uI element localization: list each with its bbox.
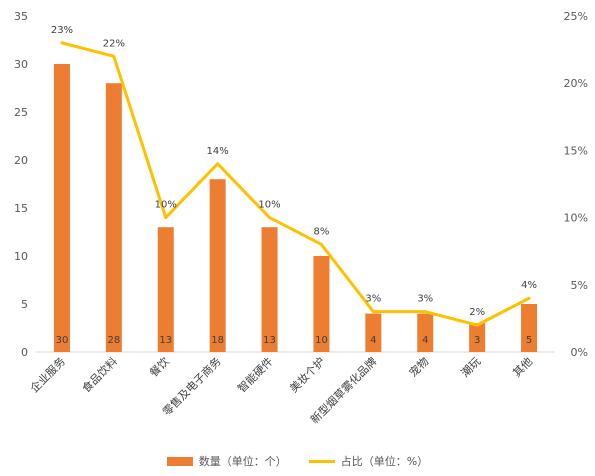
- left-axis: 0 5 10 15 20 25 30 35: [14, 10, 28, 359]
- line-path: [61, 41, 530, 327]
- line-label-7: 3%: [417, 294, 433, 305]
- left-tick-label-1: 5: [21, 298, 28, 311]
- bar-series: [53, 64, 538, 352]
- bar-label-8: 3: [474, 335, 480, 346]
- line-point-9: [527, 296, 531, 300]
- bar-label-0: 30: [56, 335, 69, 346]
- right-tick-label-2: 10%: [564, 212, 588, 225]
- legend-item-bar: 数量（单位：个）: [166, 453, 287, 469]
- line-label-2: 10%: [155, 200, 177, 211]
- left-tick-label-5: 25: [14, 106, 28, 119]
- category-label-7: 宠物: [406, 354, 431, 379]
- category-label-1: 食品饮料: [79, 354, 120, 395]
- bar-label-1: 28: [107, 335, 120, 346]
- right-axis: 0% 5% 10% 15% 20% 25%: [564, 10, 588, 359]
- left-tick-label-2: 10: [14, 250, 28, 263]
- line-point-2: [164, 216, 168, 220]
- legend-label-line: 占比（单位：%）: [340, 455, 429, 468]
- bar-label-5: 10: [315, 335, 328, 346]
- bar-4: [261, 227, 278, 352]
- bar-label-9: 5: [526, 335, 532, 346]
- legend: 数量（单位：个） 占比（单位：%）: [0, 450, 595, 472]
- legend-item-line: 占比（单位：%）: [308, 453, 429, 469]
- bar-1: [105, 83, 122, 352]
- legend-label-bar: 数量（单位：个）: [198, 455, 287, 468]
- line-label-8: 2%: [469, 307, 485, 318]
- line-label-6: 3%: [365, 294, 381, 305]
- bar-label-4: 13: [263, 335, 276, 346]
- right-tick-label-0: 0%: [571, 346, 588, 359]
- left-tick-label-7: 35: [14, 10, 28, 23]
- line-point-7: [423, 310, 427, 314]
- line-point-3: [216, 162, 220, 166]
- bar-label-3: 18: [211, 335, 224, 346]
- bar-label-7: 4: [422, 335, 428, 346]
- bar-label-2: 13: [159, 335, 172, 346]
- line-series: [60, 41, 531, 327]
- line-point-4: [268, 216, 272, 220]
- left-tick-label-3: 15: [14, 202, 28, 215]
- bar-data-labels: 30 28 13 18 13 10 4 4 3 5: [56, 335, 533, 346]
- line-point-5: [319, 242, 323, 246]
- category-label-4: 智能硬件: [235, 354, 276, 395]
- line-point-1: [112, 54, 116, 58]
- left-tick-label-4: 20: [14, 154, 28, 167]
- right-tick-label-5: 25%: [564, 10, 588, 23]
- line-data-labels: 23% 22% 10% 14% 10% 8% 3% 3% 2% 4%: [51, 25, 537, 318]
- line-label-9: 4%: [521, 280, 537, 291]
- bar-6: [365, 313, 382, 352]
- right-tick-label-1: 5%: [571, 279, 588, 292]
- bar-label-6: 4: [370, 335, 376, 346]
- left-tick-label-0: 0: [21, 346, 28, 359]
- line-point-8: [475, 323, 479, 327]
- category-label-0: 企业服务: [27, 354, 68, 395]
- bar-0: [53, 64, 70, 352]
- legend-swatch-line: [308, 459, 335, 463]
- bar-7: [417, 313, 434, 352]
- bar-9: [521, 304, 538, 352]
- bar-8: [469, 323, 486, 352]
- left-tick-label-6: 30: [14, 58, 28, 71]
- bar-2: [157, 227, 174, 352]
- right-tick-label-3: 15%: [564, 144, 588, 157]
- bar-5: [313, 256, 330, 352]
- line-label-0: 23%: [51, 25, 73, 36]
- line-point-0: [60, 41, 64, 45]
- line-label-1: 22%: [103, 38, 125, 49]
- category-label-5: 美妆个护: [287, 354, 328, 395]
- line-label-3: 14%: [207, 146, 229, 157]
- line-point-6: [371, 310, 375, 314]
- right-tick-label-4: 20%: [564, 77, 588, 90]
- legend-swatch-bar: [166, 456, 193, 466]
- line-label-5: 8%: [314, 226, 330, 237]
- category-label-8: 潮玩: [458, 354, 483, 379]
- category-label-9: 其他: [510, 355, 535, 380]
- line-label-4: 10%: [258, 200, 280, 211]
- category-label-2: 餐饮: [146, 354, 171, 379]
- bar-3: [209, 179, 226, 352]
